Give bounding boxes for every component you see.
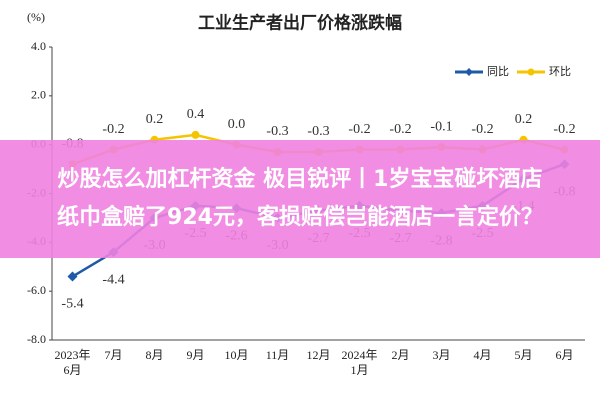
legend-marker	[527, 68, 535, 76]
data-label: -0.3	[266, 124, 288, 139]
data-label: 0.0	[228, 117, 246, 132]
y-tick-label: 2.0	[31, 88, 46, 102]
x-tick-label: 3月	[432, 348, 451, 362]
y-unit: (%)	[27, 10, 45, 24]
x-tick-label: 4月	[473, 348, 492, 362]
data-label: -0.1	[430, 119, 452, 134]
y-tick-label: -8.0	[27, 332, 46, 346]
data-label: -0.2	[389, 122, 411, 137]
data-label: -0.2	[348, 122, 370, 137]
banner: 炒股怎么加杠杆资金 极目锐评丨1岁宝宝碰坏酒店 纸巾盒赔了924元，客损赔偿岂能…	[0, 140, 600, 258]
x-tick-label: 8月	[145, 348, 164, 362]
data-label: 0.2	[146, 112, 164, 127]
x-tick-label: 2月	[391, 348, 410, 362]
data-label: -0.2	[471, 122, 493, 137]
data-label: 0.2	[515, 112, 533, 127]
legend-label: 环比	[549, 65, 571, 78]
legend-marker	[465, 68, 473, 76]
data-label: -5.4	[61, 297, 83, 312]
x-tick-label: 6月	[555, 348, 574, 362]
x-tick-label: 5月	[514, 348, 533, 362]
x-tick-label: 2024年 1月	[341, 348, 378, 377]
x-tick-label: 7月	[104, 348, 123, 362]
point	[67, 271, 78, 282]
legend-label: 同比	[487, 65, 509, 78]
y-tick-label: -6.0	[27, 283, 46, 297]
x-tick-label: 2023年 6月	[54, 348, 91, 377]
data-label: -4.4	[102, 272, 124, 287]
x-tick-label: 12月	[306, 348, 331, 362]
data-label: 0.4	[187, 107, 205, 122]
point	[191, 130, 200, 139]
x-tick-label: 11月	[265, 348, 290, 362]
data-label: -0.2	[102, 122, 124, 137]
y-tick-label: 4.0	[31, 39, 46, 53]
banner-line: 炒股怎么加杠杆资金 极目锐评丨1岁宝宝碰坏酒店	[57, 167, 543, 192]
data-label: -0.2	[553, 122, 575, 137]
x-tick-label: 9月	[186, 348, 205, 362]
banner-line: 纸巾盒赔了924元，客损赔偿岂能酒店一言定价？	[57, 205, 543, 230]
data-label: -0.3	[307, 124, 329, 139]
chart-title: 工业生产者出厂价格涨跌幅	[198, 12, 402, 32]
x-tick-label: 10月	[224, 348, 249, 362]
